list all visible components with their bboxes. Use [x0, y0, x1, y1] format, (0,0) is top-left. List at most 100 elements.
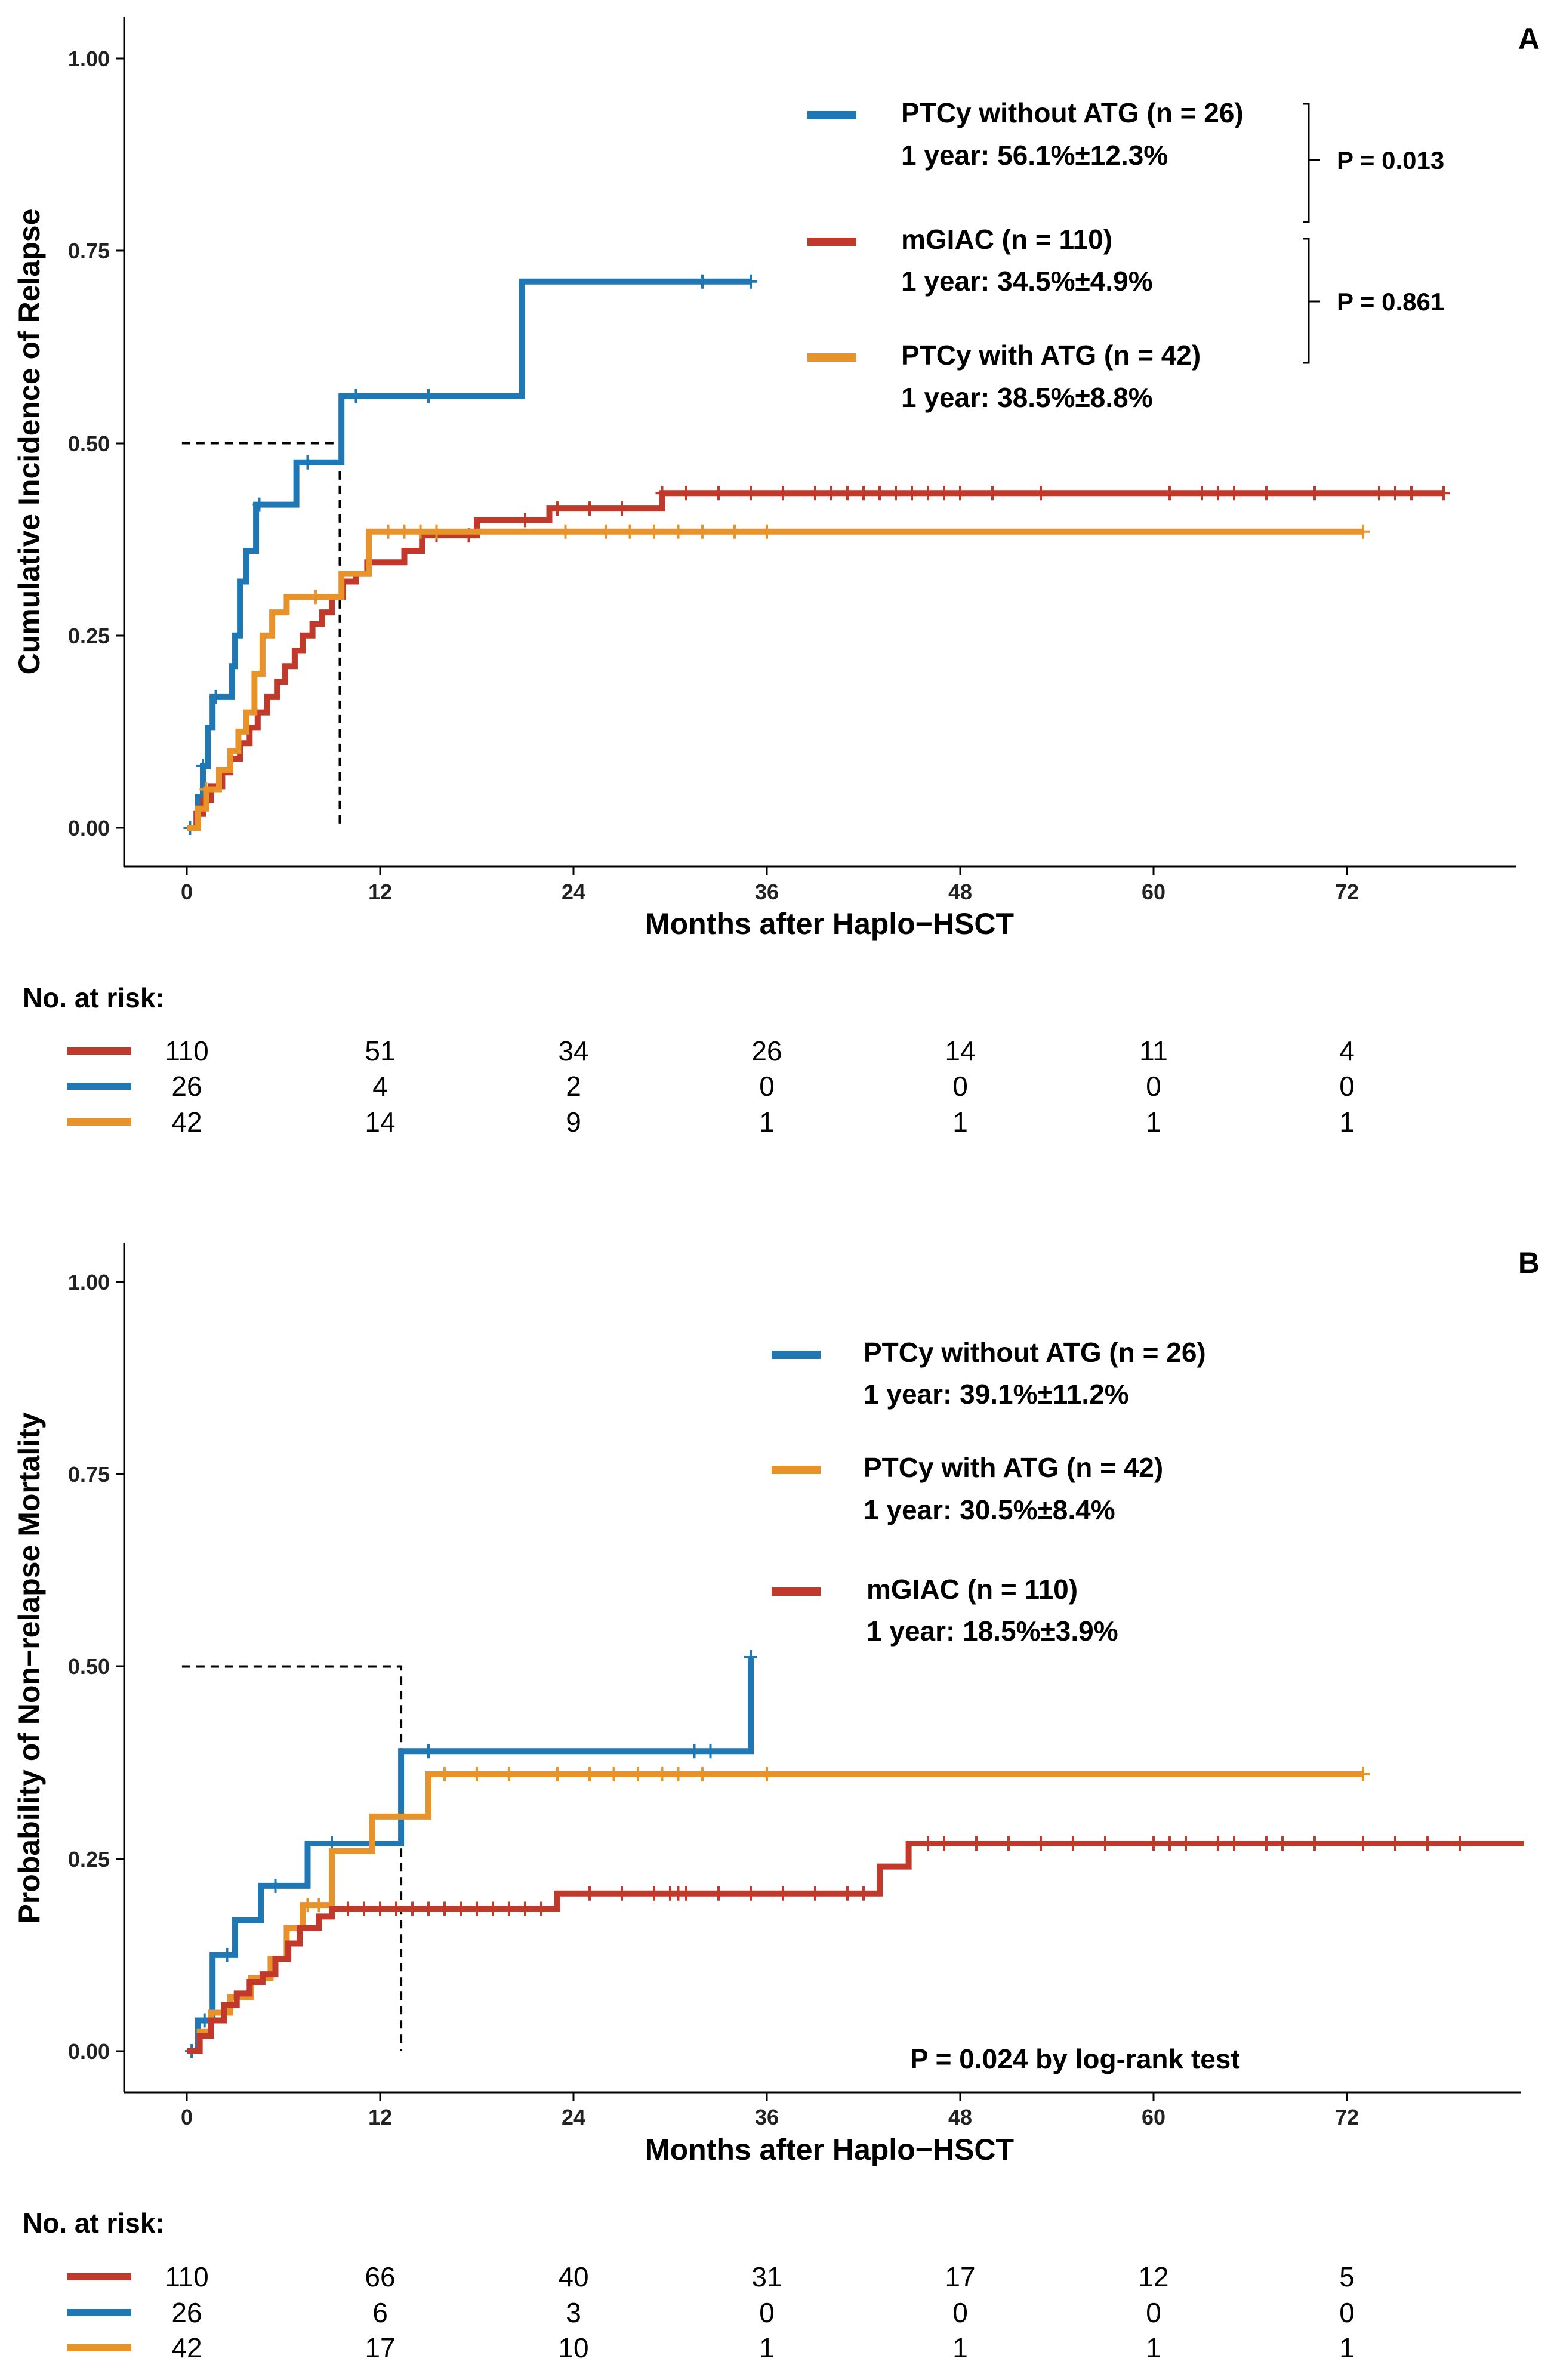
- censor-mark-mGIAC: [422, 1901, 435, 1916]
- risk-count: 26: [751, 1035, 782, 1066]
- censor-mark-mGIAC: [341, 1901, 354, 1916]
- censor-mark-mGIAC: [841, 1886, 854, 1901]
- censor-mark-mGIAC: [655, 486, 669, 501]
- censor-mark-ptcy-no-atg: [269, 1878, 282, 1893]
- panel-b-ytick-label: 0.50: [68, 1654, 110, 1679]
- censor-mark-mGIAC: [1195, 486, 1208, 501]
- median-guide-line: [181, 1665, 403, 2051]
- risk-count: 1: [759, 2332, 775, 2363]
- risk-count: 14: [365, 1106, 395, 1137]
- censor-mark-ptcy-atg: [199, 782, 213, 797]
- panel-a-ytick-label: 1.00: [68, 47, 110, 71]
- panel-a-risk-table: No. at risk: 110 51 34 26 14 11 4 26 4 2…: [23, 982, 1355, 1137]
- panel-b-x-ticks: 0 12 24 36 48 60 72: [181, 2092, 1359, 2129]
- censor-mark-mGIAC: [1211, 486, 1225, 501]
- panel-a-x-axis-label: Months after Haplo−HSCT: [645, 907, 1014, 941]
- censor-mark-mGIAC: [615, 501, 628, 516]
- risk-count: 0: [952, 1071, 968, 1102]
- censor-mark-mGIAC: [454, 1901, 467, 1916]
- censor-mark-mGIAC: [680, 486, 693, 501]
- panel-b-xtick-label: 60: [1142, 2105, 1166, 2129]
- risk-count: 110: [165, 2261, 208, 2292]
- censor-mark-ptcy-atg: [655, 1766, 669, 1781]
- panel-b-ytick-label: 1.00: [68, 1270, 110, 1294]
- censor-mark-mGIAC: [841, 486, 854, 501]
- censor-mark-ptcy-atg: [381, 524, 395, 539]
- censor-mark-ptcy-no-atg: [704, 1744, 717, 1759]
- curve-mGIAC: [187, 490, 1444, 831]
- panel-b: B 0.00 0.25 0.50 0.75 1.00 0 12 24 36: [13, 1243, 1540, 2363]
- panel-a-y-axis-label: Cumulative Incidence of Relapse: [13, 209, 46, 675]
- risk-count: 5: [1339, 2261, 1355, 2292]
- curve-ptcy-atg: [187, 528, 1363, 831]
- censor-mark-ptcy-atg: [760, 1766, 773, 1781]
- censor-mark-mGIAC: [680, 1886, 693, 1901]
- legend-summary-ptcy-without-atg: 1 year: 39.1%±11.2%: [864, 1379, 1129, 1410]
- panel-b-plot-area: [181, 1650, 1524, 2058]
- censor-mark-mGIAC: [1421, 1836, 1434, 1851]
- censor-mark-ptcy-atg: [648, 524, 661, 539]
- p-value-label: P = 0.013: [1337, 146, 1444, 174]
- risk-count: 66: [365, 2261, 395, 2292]
- panel-b-xtick-label: 12: [368, 2105, 392, 2129]
- risk-count: 0: [759, 1071, 775, 1102]
- censor-mark-mGIAC: [809, 1886, 822, 1901]
- risk-count: 10: [558, 2332, 588, 2363]
- censor-mark-ptcy-atg: [312, 1898, 326, 1913]
- censor-mark-mGIAC: [712, 486, 725, 501]
- legend-summary-ptcy-with-atg: 1 year: 30.5%±8.4%: [864, 1494, 1115, 1525]
- censor-mark-mGIAC: [519, 513, 532, 528]
- risk-count: 1: [1146, 2332, 1161, 2363]
- panel-b-xtick-label: 24: [562, 2105, 585, 2129]
- censor-mark-mGIAC: [1228, 1836, 1241, 1851]
- censor-mark-ptcy-atg: [430, 524, 443, 539]
- panel-a-y-ticks: 0.00 0.25 0.50 0.75 1.00: [68, 47, 124, 840]
- censor-mark-mGIAC: [583, 501, 596, 516]
- panel-a-xtick-label: 24: [562, 880, 585, 904]
- risk-count: 0: [759, 2297, 775, 2328]
- panel-a-xtick-label: 36: [755, 880, 779, 904]
- censor-mark-mGIAC: [712, 1886, 725, 1901]
- censor-mark-mGIAC: [1373, 486, 1386, 501]
- risk-count: 110: [165, 1035, 208, 1066]
- legend-label-ptcy-with-atg: PTCy with ATG (n = 42): [864, 1452, 1163, 1483]
- censor-mark-mGIAC: [519, 1901, 532, 1916]
- censor-mark-mGIAC: [938, 486, 951, 501]
- panel-a-xtick-label: 48: [948, 880, 972, 904]
- censor-mark-ptcy-no-atg: [301, 455, 314, 470]
- censor-mark-ptcy-no-atg: [252, 497, 266, 512]
- censor-mark-mGIAC: [776, 486, 790, 501]
- legend-summary-mgiac: 1 year: 18.5%±3.9%: [867, 1616, 1118, 1647]
- risk-count: 17: [945, 2261, 975, 2292]
- censor-mark-mGIAC: [1034, 1836, 1047, 1851]
- legend-summary-ptcy-with-atg: 1 year: 38.5%±8.8%: [901, 382, 1153, 413]
- censor-mark-ptcy-no-atg: [220, 1947, 234, 1962]
- risk-count: 17: [365, 2332, 395, 2363]
- censor-mark-mGIAC: [583, 1886, 596, 1901]
- panel-a-ytick-label: 0.00: [68, 816, 110, 840]
- censor-mark-ptcy-no-atg: [687, 1744, 701, 1759]
- panel-b-ytick-label: 0.75: [68, 1462, 110, 1487]
- panel-a: A 0.00 0.25 0.50 0.75 1.00 0 12 24 36: [13, 17, 1540, 1137]
- p-value-bracket: [1303, 103, 1320, 223]
- censor-mark-ptcy-no-atg: [744, 274, 757, 289]
- legend-label-ptcy-without-atg: PTCy without ATG (n = 26): [864, 1337, 1206, 1368]
- risk-count: 0: [1146, 2297, 1161, 2328]
- risk-count: 1: [952, 2332, 968, 2363]
- censor-mark-ptcy-atg: [470, 1766, 483, 1781]
- risk-count: 2: [566, 1071, 581, 1102]
- censor-mark-ptcy-no-atg: [196, 759, 209, 773]
- censor-mark-ptcy-atg: [696, 524, 709, 539]
- censor-mark-mGIAC: [1163, 1836, 1176, 1851]
- censor-mark-mGIAC: [857, 1886, 870, 1901]
- censor-mark-mGIAC: [954, 486, 967, 501]
- censor-mark-mGIAC: [1389, 486, 1402, 501]
- curve-ptcy-no-atg: [187, 278, 751, 831]
- panel-a-x-ticks: 0 12 24 36 48 60 72: [181, 867, 1359, 904]
- censor-mark-mGIAC: [551, 501, 564, 516]
- censor-mark-ptcy-atg: [301, 1898, 314, 1913]
- censor-mark-ptcy-atg: [623, 524, 637, 539]
- panel-b-label: B: [1518, 1246, 1540, 1280]
- censor-mark-ptcy-atg: [559, 524, 572, 539]
- censor-mark-mGIAC: [406, 1901, 419, 1916]
